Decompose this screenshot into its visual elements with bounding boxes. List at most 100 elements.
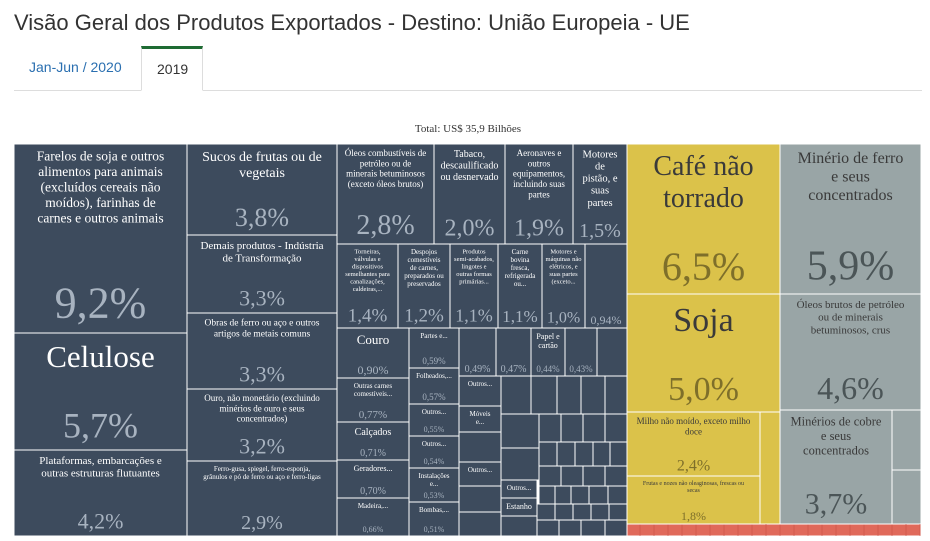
treemap-cell-rect[interactable]	[336, 421, 410, 461]
treemap-cell-minor[interactable]	[458, 485, 502, 513]
treemap-cell-minor[interactable]	[590, 503, 610, 521]
treemap-cell-soja-39[interactable]: Soja 5,0%	[626, 293, 781, 413]
treemap-cell-sucos-de-frutas-ou-de-vegeta-3[interactable]: Sucos de frutas ou de vegetais 3,8%	[186, 143, 338, 236]
treemap-cell-oleos-combustiveis-de-petrol-8[interactable]: Óleos combustíveis de petróleo ou de miner…	[336, 143, 435, 245]
treemap-cell-minor[interactable]	[572, 503, 592, 521]
treemap-cell-rect[interactable]	[449, 243, 499, 329]
treemap-cell-minor[interactable]	[554, 503, 574, 521]
treemap-cell-minor[interactable]	[580, 519, 606, 537]
treemap-cell-0-43-32[interactable]: 0,43%	[564, 327, 598, 377]
treemap-cell-rect[interactable]	[779, 293, 922, 411]
treemap-cell-minor[interactable]	[608, 503, 628, 521]
treemap-cell-demais-produtos-industria-de-4[interactable]: Demais produtos - Indústria de Transforma…	[186, 234, 338, 314]
treemap-cell-farelos-de-soja-e-outros-ali-0[interactable]: Farelos de soja e outros alimentos para a…	[13, 143, 188, 334]
treemap-cell-rect[interactable]	[186, 143, 338, 236]
treemap-cell-torneiras-valvulas-e-disposi-12[interactable]: Torneiras, válvulas e dispositivos semelhan…	[336, 243, 399, 329]
treemap-cell-minor[interactable]	[530, 375, 558, 415]
treemap-cell-rect[interactable]	[408, 467, 460, 503]
treemap-cell-minor[interactable]	[500, 375, 532, 415]
treemap-cell-plataformas-embarcacoes-e-ou-2[interactable]: Plataformas, embarcações e outras estrutu…	[13, 449, 188, 537]
treemap-cell-rect[interactable]	[336, 327, 410, 379]
treemap-cell-rect[interactable]	[500, 497, 538, 517]
treemap-cell-minor[interactable]	[500, 515, 538, 537]
treemap-cell-rect[interactable]	[408, 435, 460, 469]
treemap-cell-obras-de-ferro-ou-aco-e-outr-5[interactable]: Obras de ferro ou aço e outros artigos de…	[186, 312, 338, 390]
treemap-cell-minor[interactable]	[554, 485, 572, 505]
treemap-cell-minor[interactable]	[538, 441, 558, 467]
treemap-cell-rect[interactable]	[779, 143, 922, 295]
treemap-cell-moveis-e-34[interactable]: Móveis e...	[458, 405, 502, 433]
treemap-cell-rect[interactable]	[626, 475, 761, 525]
treemap-cell-rect[interactable]	[626, 411, 761, 477]
treemap-cell-minor[interactable]	[626, 523, 922, 537]
treemap-cell-rect[interactable]	[584, 243, 628, 329]
treemap-cell-rect[interactable]	[626, 293, 781, 413]
treemap-cell-carne-bovina-fresca-refriger-15[interactable]: Carne bovina fresca, refrigerada ou... 1,1%	[497, 243, 543, 329]
treemap-cell-instalacoes-e-27[interactable]: Instalações e... 0,53%	[408, 467, 460, 503]
treemap-cell-rect[interactable]	[504, 143, 574, 245]
treemap-cell-rect[interactable]	[336, 497, 410, 537]
treemap-cell-rect[interactable]	[13, 449, 188, 537]
treemap-cell-rect[interactable]	[186, 460, 338, 537]
treemap-cell-minor[interactable]	[580, 375, 606, 415]
treemap-cell-minor[interactable]	[759, 411, 781, 525]
treemap-cell-minor[interactable]	[556, 375, 582, 415]
treemap-cell-couro-18[interactable]: Couro 0,90%	[336, 327, 410, 379]
treemap-cell-minor[interactable]	[500, 413, 540, 449]
treemap-cell-estanho-37[interactable]: Estanho	[500, 497, 538, 517]
treemap-cell-rect[interactable]	[408, 501, 460, 537]
treemap-cell-minor[interactable]	[588, 485, 609, 505]
treemap-cell-rect[interactable]	[397, 243, 451, 329]
treemap-cell-rect[interactable]	[336, 377, 410, 423]
treemap-cell-minor[interactable]	[609, 441, 628, 467]
treemap-cell-minor[interactable]	[558, 519, 582, 537]
treemap-cell-outros-25[interactable]: Outros... 0,55%	[408, 403, 460, 437]
treemap-cell-minerios-de-cobre-e-seus-con-44[interactable]: Minérios de cobre e seus concentrados 3,7%	[779, 409, 893, 525]
treemap-cell-minor[interactable]	[560, 413, 584, 443]
treemap-cell-folheados-24[interactable]: Folheados,... 0,57%	[408, 367, 460, 405]
treemap-cell-minor[interactable]	[458, 511, 502, 537]
treemap-cell-outros-35[interactable]: Outros...	[458, 461, 502, 487]
treemap-cell-minor[interactable]	[556, 441, 576, 467]
treemap-cell-minor[interactable]	[538, 413, 562, 443]
treemap-cell-outros-26[interactable]: Outros... 0,54%	[408, 435, 460, 469]
treemap-cell-rect[interactable]	[336, 143, 435, 245]
treemap-cell-minor[interactable]	[607, 485, 628, 505]
treemap-cell-ferro-gusa-spiegel-ferro-esp-7[interactable]: Ferro-gusa, spiegel, ferro-esponja, grânu…	[186, 460, 338, 537]
treemap-cell-rect[interactable]	[433, 143, 506, 245]
treemap-cell-minor[interactable]	[570, 485, 590, 505]
treemap-cell-rect[interactable]	[336, 459, 410, 499]
treemap-cell-cafe-nao-torrado-38[interactable]: Café não torrado 6,5%	[626, 143, 781, 295]
treemap-cell-ouro-nao-monetario-excluindo-6[interactable]: Ouro, não monetário (excluindo minérios d…	[186, 388, 338, 462]
treemap-cell-rect[interactable]	[458, 405, 502, 433]
treemap-cell-milho-nao-moido-exceto-milho-40[interactable]: Milho não moído, exceto milho doce 2,4%	[626, 411, 761, 477]
treemap-cell-outras-carnes-comestiveis-19[interactable]: Outras carnes comestíveis... 0,77%	[336, 377, 410, 423]
treemap-cell-motores-e-maquinas-nao-eletr-16[interactable]: Motores e máquinas não elétricos, e suas pa…	[541, 243, 586, 329]
treemap-cell-minor[interactable]	[500, 447, 540, 481]
treemap-cell-minor[interactable]	[891, 469, 922, 525]
treemap-cell-motores-de-pistao-e-suas-par-11[interactable]: Motores de pistão, e suas partes 1,5%	[572, 143, 628, 245]
treemap-cell-geradores-21[interactable]: Geradores... 0,70%	[336, 459, 410, 499]
treemap-cell-minor[interactable]	[604, 519, 628, 537]
treemap-cell-madeira-22[interactable]: Madeira,... 0,66%	[336, 497, 410, 537]
treemap-cell-bombas-28[interactable]: Bombas,... 0,51%	[408, 501, 460, 537]
treemap-cell-rect[interactable]	[186, 312, 338, 390]
treemap-cell-despojos-comestiveis-de-carn-13[interactable]: Despojos comestíveis de carnes, preparados …	[397, 243, 451, 329]
treemap-cell-minor[interactable]	[582, 465, 606, 487]
treemap-cell-minor[interactable]	[574, 441, 594, 467]
treemap-cell-produtos-semi-acabados-lingo-14[interactable]: Produtos semi-acabados, lingotes e outras f…	[449, 243, 499, 329]
treemap-cell-minor[interactable]	[592, 441, 611, 467]
treemap-cell-rect[interactable]	[497, 243, 543, 329]
treemap-cell-papel-e-cartao-31[interactable]: Papel e cartão 0,44%	[530, 327, 566, 377]
treemap-cell-rect[interactable]	[408, 327, 460, 369]
treemap-cell-rect[interactable]	[408, 367, 460, 405]
treemap-cell-oleos-brutos-de-petroleo-ou--43[interactable]: Óleos brutos de petróleo ou de minerais be…	[779, 293, 922, 411]
treemap-cell-0-47-30[interactable]: 0,47%	[495, 327, 532, 377]
treemap-cell-rect[interactable]	[572, 143, 628, 245]
treemap-cell-rect[interactable]	[564, 327, 598, 377]
treemap-cell-celulose-1[interactable]: Celulose 5,7%	[13, 332, 188, 451]
treemap-cell-rect[interactable]	[458, 327, 497, 377]
treemap-cell-rect[interactable]	[186, 234, 338, 314]
treemap-cell-outros-36[interactable]: Outros...	[500, 479, 538, 499]
treemap-cell-rect[interactable]	[779, 409, 893, 525]
